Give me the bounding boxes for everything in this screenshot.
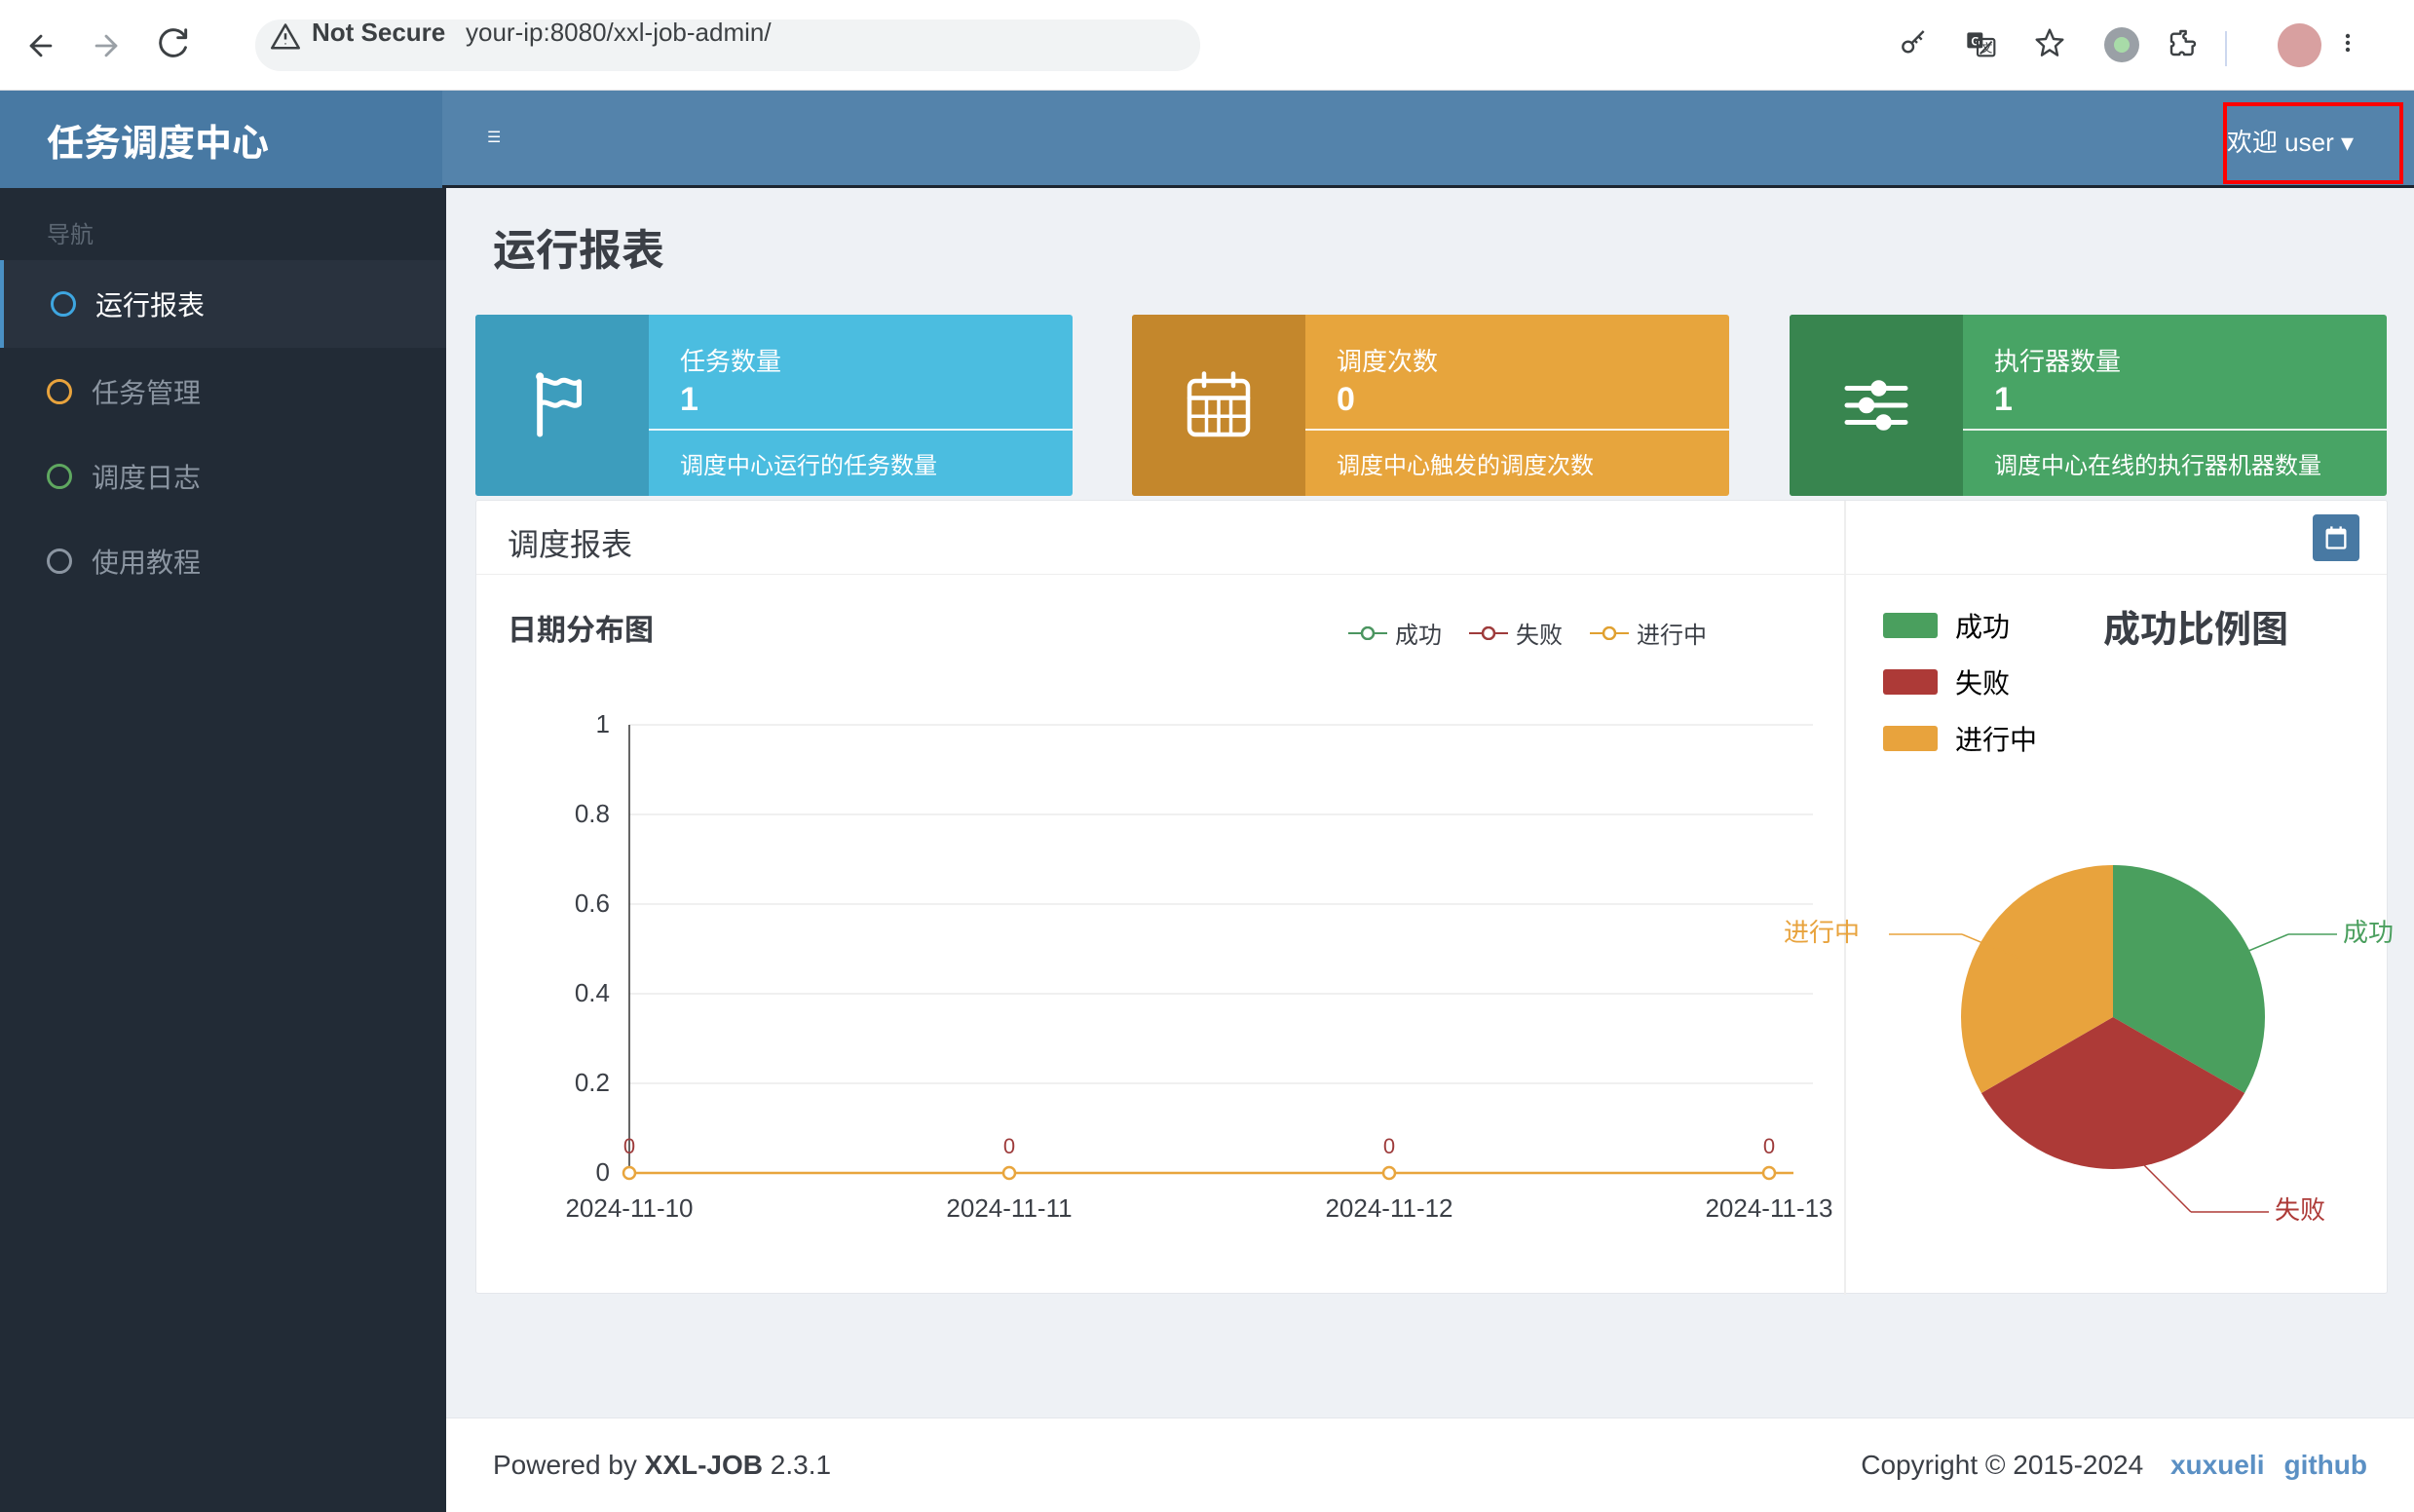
svg-text:0: 0 <box>623 1134 635 1158</box>
svg-text:0.2: 0.2 <box>575 1068 610 1097</box>
svg-text:进行中: 进行中 <box>1784 918 1860 947</box>
svg-text:0.4: 0.4 <box>575 978 610 1007</box>
svg-text:0: 0 <box>1383 1134 1395 1158</box>
svg-text:失败: 失败 <box>2275 1195 2325 1225</box>
svg-text:G: G <box>1971 35 1980 49</box>
svg-text:2024-11-12: 2024-11-12 <box>1325 1193 1452 1223</box>
svg-text:1: 1 <box>596 709 610 738</box>
svg-text:2024-11-10: 2024-11-10 <box>565 1193 693 1223</box>
svg-text:0.8: 0.8 <box>575 799 610 828</box>
svg-text:0: 0 <box>596 1157 610 1187</box>
svg-text:成功: 成功 <box>2343 918 2394 947</box>
svg-text:2024-11-11: 2024-11-11 <box>946 1193 1072 1223</box>
svg-text:0: 0 <box>1003 1134 1015 1158</box>
svg-text:0.6: 0.6 <box>575 888 610 918</box>
